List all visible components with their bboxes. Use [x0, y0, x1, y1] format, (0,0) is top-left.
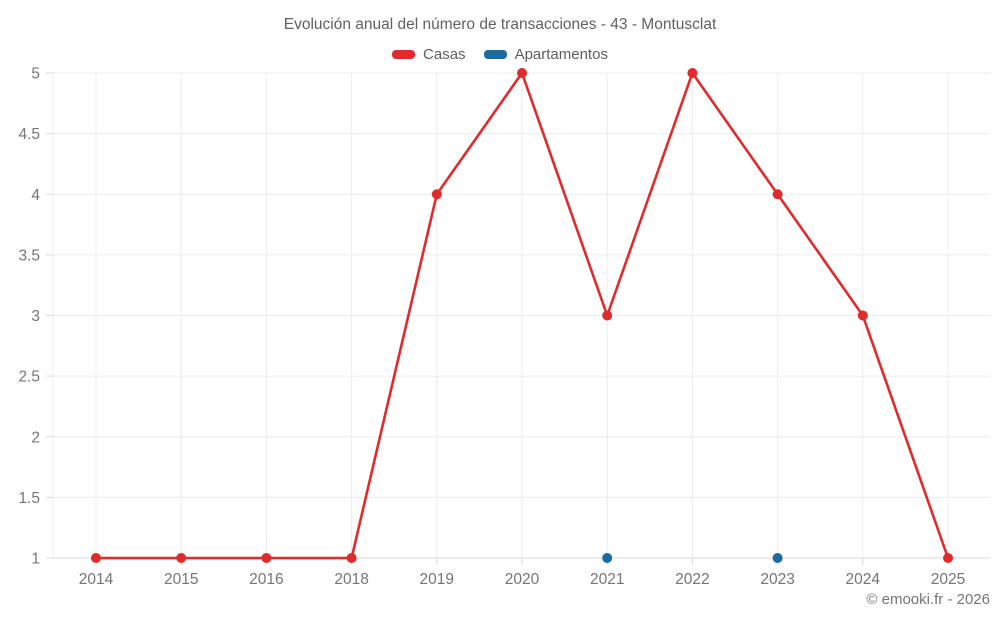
data-point-casas-2024[interactable] — [857, 310, 868, 321]
data-point-casas-2019[interactable] — [431, 189, 442, 200]
x-tick-label: 2022 — [675, 571, 709, 588]
y-tick-label: 1 — [31, 551, 40, 568]
x-tick-label: 2019 — [420, 571, 454, 588]
x-tick-label: 2014 — [79, 571, 114, 588]
x-tick-label: 2015 — [164, 571, 198, 588]
chart-legend: Casas Apartamentos — [0, 46, 1000, 63]
y-tick-label: 1.5 — [18, 490, 40, 507]
y-tick-label: 2.5 — [18, 369, 40, 386]
data-point-apartamentos-2023[interactable] — [772, 553, 783, 563]
legend-item-casas[interactable]: Casas — [392, 46, 466, 63]
y-tick-label: 4 — [31, 187, 40, 204]
x-tick-label: 2018 — [334, 571, 368, 588]
data-point-casas-2014[interactable] — [91, 553, 101, 563]
data-point-apartamentos-2021[interactable] — [602, 553, 613, 563]
data-point-casas-2015[interactable] — [176, 553, 187, 563]
chart-title: Evolución anual del número de transaccio… — [283, 16, 717, 33]
data-point-casas-2018[interactable] — [346, 553, 357, 563]
legend-item-apartamentos[interactable]: Apartamentos — [483, 46, 608, 63]
y-tick-label: 2 — [31, 429, 40, 446]
data-point-casas-2016[interactable] — [261, 553, 272, 563]
data-point-casas-2020[interactable] — [517, 68, 527, 78]
y-tick-label: 3 — [31, 308, 40, 325]
y-tick-label: 3.5 — [18, 247, 40, 264]
x-tick-label: 2016 — [249, 571, 283, 588]
watermark-credit: © emooki.fr - 2026 — [866, 591, 990, 608]
data-point-casas-2023[interactable] — [772, 189, 783, 200]
x-tick-label: 2023 — [760, 571, 794, 588]
y-tick-label: 5 — [31, 66, 40, 83]
legend-swatch-casas — [392, 50, 416, 59]
x-tick-label: 2025 — [931, 571, 965, 588]
x-tick-label: 2024 — [846, 571, 881, 588]
legend-label: Casas — [423, 46, 466, 63]
y-tick-label: 4.5 — [18, 126, 40, 143]
x-tick-label: 2021 — [590, 571, 624, 588]
data-point-casas-2022[interactable] — [687, 68, 698, 78]
legend-label: Apartamentos — [514, 46, 608, 63]
data-point-casas-2021[interactable] — [602, 310, 613, 321]
data-point-casas-2025[interactable] — [943, 553, 953, 563]
x-tick-label: 2020 — [505, 571, 540, 588]
legend-swatch-apartamentos — [483, 50, 507, 59]
